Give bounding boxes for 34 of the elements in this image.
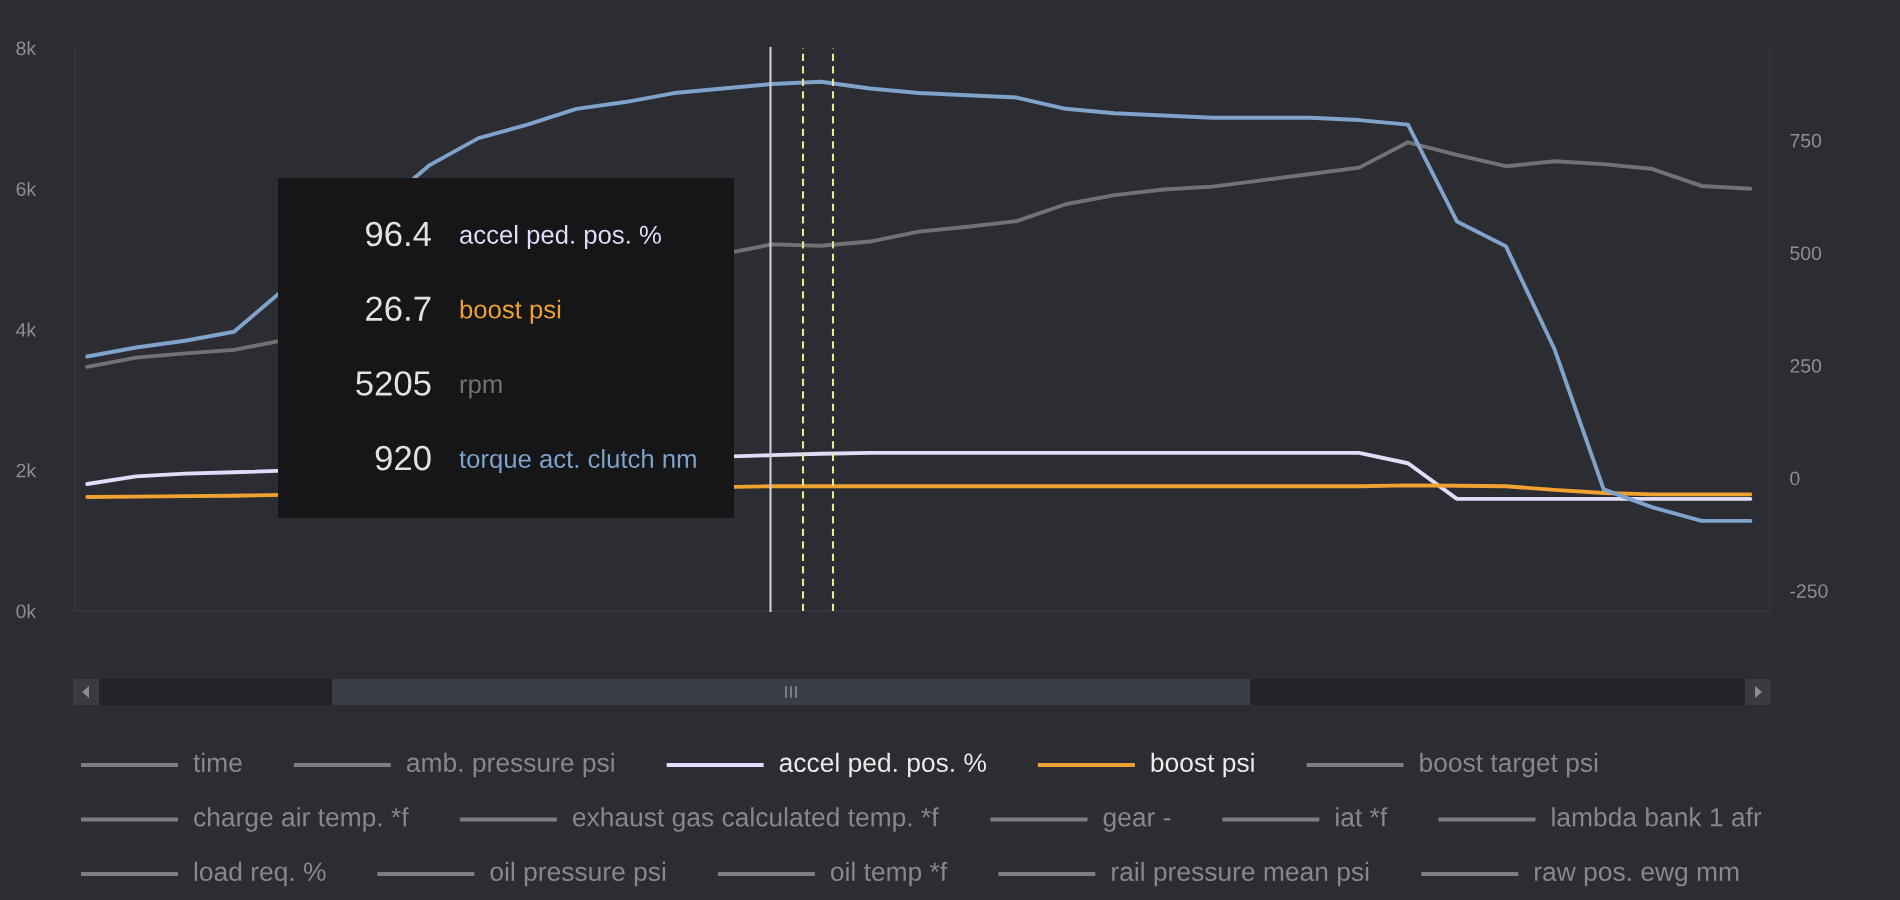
annotation: 920 <box>375 445 431 471</box>
y-tick-label: 0k <box>16 603 37 619</box>
legend-label: gear - <box>1103 812 1171 832</box>
text: boost psi <box>460 299 561 324</box>
legend-label: boost psi <box>1151 752 1254 778</box>
legend-label: charge air temp. *f <box>194 807 409 832</box>
y-tick-label: 6k <box>16 181 37 196</box>
annotation: 96.4 <box>366 221 431 247</box>
legend-label: amb. pressure psi <box>407 752 614 778</box>
text: torque act. clutch nm <box>459 449 696 474</box>
annotation: 5205 <box>356 371 431 396</box>
y2-tick-label: -250 <box>1790 584 1828 598</box>
legend-label: load req. % <box>194 861 326 887</box>
line-series <box>85 79 1753 523</box>
text: rpm <box>460 379 502 399</box>
y-tick-label: 4k <box>16 322 37 337</box>
legend-label: oil temp *f <box>830 861 948 887</box>
y2-tick-label: 500 <box>1790 246 1822 261</box>
annotation: 26.7 <box>366 296 431 322</box>
text: accel ped. pos. % <box>460 225 661 249</box>
legend-label: exhaust gas calculated temp. *f <box>573 807 939 832</box>
y-tick-label: 8k <box>16 40 37 56</box>
legend-label: oil pressure psi <box>490 861 666 887</box>
y2-tick-label: 750 <box>1790 133 1822 148</box>
legend-label: rail pressure mean psi <box>1112 861 1369 887</box>
legend-label: time <box>193 752 242 773</box>
legend-label: accel ped. pos. % <box>779 752 986 778</box>
legend-label: raw pos. ewg mm <box>1535 866 1739 887</box>
legend-label: boost target psi <box>1420 752 1598 778</box>
y2-tick-label: 0 <box>1790 471 1800 486</box>
y-tick-label: 2k <box>16 463 37 478</box>
y2-tick-label: 250 <box>1790 359 1822 373</box>
legend-label: iat *f <box>1336 807 1388 827</box>
legend-label: lambda bank 1 afr <box>1552 807 1762 827</box>
